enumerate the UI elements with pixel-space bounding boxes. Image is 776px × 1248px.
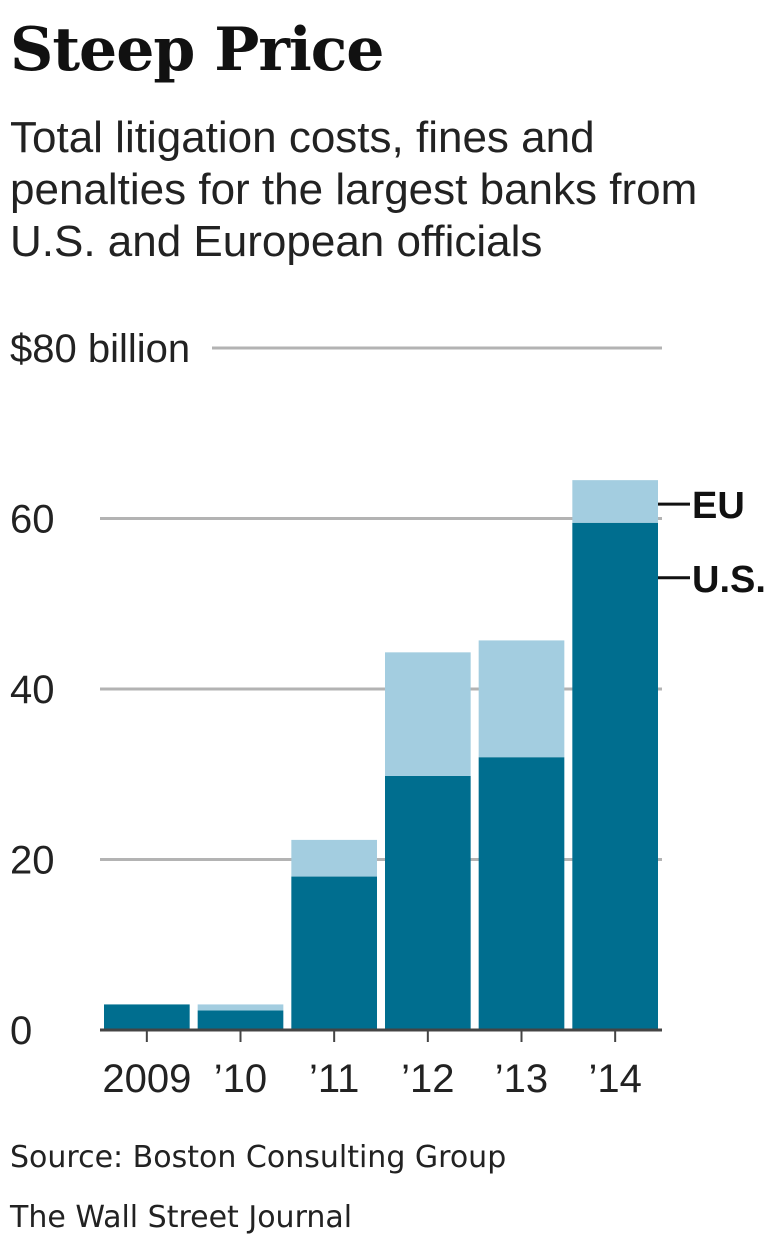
bar-us-4 bbox=[478, 757, 565, 1030]
bar-us-0 bbox=[104, 1004, 190, 1030]
y-tick-label: 60 bbox=[10, 498, 55, 542]
bar-chart: 0 20 40 60 $80 billion 2009 ’10 ’11 ’12 ’13 ’14 U.… bbox=[10, 327, 766, 1101]
bar-us-1 bbox=[197, 1010, 284, 1030]
y-tick-label: $80 billion bbox=[10, 327, 190, 371]
bar-us-3 bbox=[385, 775, 471, 1030]
legend-label-us: U.S. bbox=[692, 559, 766, 601]
bar-eu-2 bbox=[291, 839, 377, 877]
bar-us-2 bbox=[291, 876, 377, 1030]
bar-eu-1 bbox=[197, 1004, 284, 1011]
bar-eu-4 bbox=[478, 640, 565, 758]
bar-us-5 bbox=[572, 522, 658, 1030]
y-tick-label: 0 bbox=[10, 1009, 32, 1053]
x-tick-label: ’12 bbox=[401, 1057, 454, 1101]
chart-subtitle: Total litigation costs, fines and penalt… bbox=[10, 113, 698, 266]
x-tick-label: ’10 bbox=[214, 1057, 267, 1101]
publisher-credit: The Wall Street Journal bbox=[10, 1200, 353, 1235]
x-tick-label: ’11 bbox=[309, 1057, 359, 1101]
bar-eu-5 bbox=[572, 480, 658, 523]
y-tick-label: 40 bbox=[10, 668, 55, 712]
x-tick-label: ’13 bbox=[495, 1057, 548, 1101]
x-tick-label: ’14 bbox=[588, 1057, 641, 1101]
chart-title: Steep Price bbox=[10, 15, 384, 85]
y-tick-label: 20 bbox=[10, 839, 55, 883]
bar-eu-3 bbox=[385, 652, 471, 776]
x-tick-label: 2009 bbox=[102, 1057, 191, 1101]
legend-label-eu: EU bbox=[692, 485, 745, 527]
source-note: Source: Boston Consulting Group bbox=[10, 1140, 507, 1175]
